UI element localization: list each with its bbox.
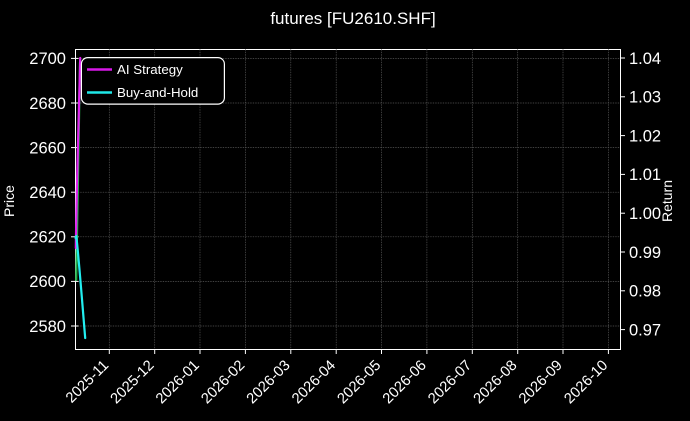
svg-text:futures [FU2610.SHF]: futures [FU2610.SHF] xyxy=(270,9,435,28)
svg-text:2600: 2600 xyxy=(29,273,66,291)
svg-text:2640: 2640 xyxy=(29,184,66,202)
svg-text:0.97: 0.97 xyxy=(629,321,661,339)
svg-text:0.99: 0.99 xyxy=(629,244,661,262)
svg-text:2620: 2620 xyxy=(29,229,66,247)
svg-text:1.00: 1.00 xyxy=(629,205,661,223)
svg-text:1.04: 1.04 xyxy=(629,50,661,68)
svg-text:Buy-and-Hold: Buy-and-Hold xyxy=(117,85,198,100)
svg-text:1.02: 1.02 xyxy=(629,127,661,145)
svg-text:AI Strategy: AI Strategy xyxy=(117,62,183,77)
svg-text:2680: 2680 xyxy=(29,95,66,113)
svg-text:Return: Return xyxy=(659,180,675,222)
svg-text:Price: Price xyxy=(1,185,17,217)
svg-text:1.03: 1.03 xyxy=(629,89,661,107)
svg-text:2700: 2700 xyxy=(29,50,66,68)
svg-text:2660: 2660 xyxy=(29,139,66,157)
svg-text:1.01: 1.01 xyxy=(629,166,661,184)
svg-text:0.98: 0.98 xyxy=(629,283,661,301)
svg-text:2580: 2580 xyxy=(29,318,66,336)
